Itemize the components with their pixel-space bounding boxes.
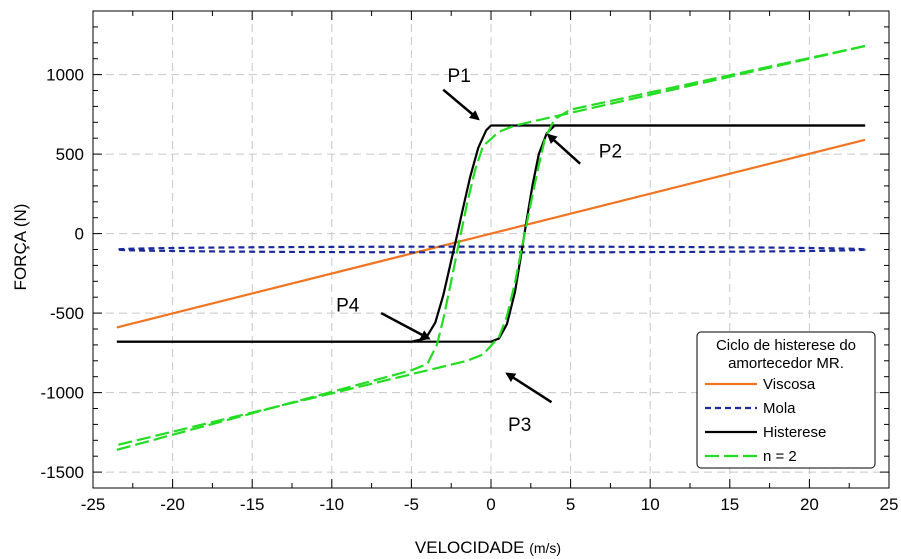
y-tick-label: -1000	[41, 384, 84, 403]
y-axis-title: FORÇA (N)	[11, 204, 30, 291]
x-axis-title: VELOCIDADE (m/s)	[415, 538, 561, 557]
series-n-2-branch-1	[116, 44, 866, 451]
x-tick-label: -10	[320, 495, 345, 514]
annotation-p3-arrow	[505, 372, 553, 404]
annotation-p4-arrow	[380, 311, 431, 340]
legend-label-mola: Mola	[763, 400, 796, 417]
legend-label-viscosa: Viscosa	[763, 376, 816, 393]
grid	[93, 11, 889, 488]
annotation-p1-arrow	[442, 88, 480, 121]
annotation-p2-arrow	[546, 133, 581, 165]
legend-label-histerese: Histerese	[763, 424, 826, 441]
x-tick-label: 15	[720, 495, 739, 514]
annotation-p3-label: P3	[508, 415, 531, 436]
legend-title-line2: amortecedor MR.	[728, 355, 844, 372]
annotation-p4-label: P4	[336, 296, 360, 317]
y-tick-label: -500	[50, 304, 84, 323]
x-tick-label: -5	[404, 495, 419, 514]
y-tick-label: 0	[75, 225, 84, 244]
x-tick-label: 20	[800, 495, 819, 514]
annotations: P1 P2 P3 P4	[336, 66, 622, 436]
x-tick-label: 5	[566, 495, 575, 514]
legend-box	[696, 331, 876, 469]
annotation-p1-label: P1	[448, 66, 471, 87]
legend-title-line1: Ciclo de histerese do	[716, 337, 856, 354]
series-viscosa	[116, 138, 866, 329]
y-tick-label: 500	[56, 145, 84, 164]
x-tick-label: 10	[641, 495, 660, 514]
series-mola	[115, 245, 867, 254]
y-tick-label: -1500	[41, 463, 84, 482]
series-n-2-branch-2	[116, 44, 866, 447]
x-tick-label: -25	[81, 495, 106, 514]
axes: -25 -20 -15 -10 -5 0 5 10 15 20 25 -1500 -1000 -500 0 5…	[41, 10, 899, 514]
y-tick-label: 1000	[46, 66, 84, 85]
x-tick-label: -15	[240, 495, 265, 514]
x-tick-label: 25	[880, 495, 899, 514]
x-tick-label: 0	[486, 495, 495, 514]
legend-label-n-2: n = 2	[763, 448, 797, 465]
x-tick-label: -20	[160, 495, 185, 514]
annotation-p2-label: P2	[599, 141, 622, 162]
